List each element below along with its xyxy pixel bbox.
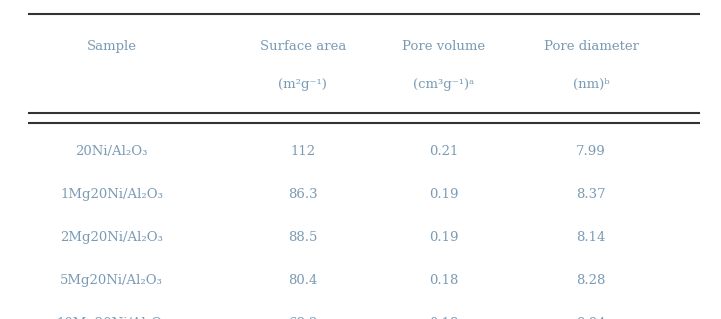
Text: 0.18: 0.18 <box>429 317 458 319</box>
Text: Surface area: Surface area <box>260 40 346 53</box>
Text: (nm)ᵇ: (nm)ᵇ <box>573 78 609 91</box>
Text: 9.94: 9.94 <box>576 317 606 319</box>
Text: 112: 112 <box>291 145 315 158</box>
Text: 8.28: 8.28 <box>577 274 606 287</box>
Text: 10Mg20Ni/Al₂O₃: 10Mg20Ni/Al₂O₃ <box>56 317 167 319</box>
Text: 0.21: 0.21 <box>429 145 458 158</box>
Text: Pore volume: Pore volume <box>402 40 485 53</box>
Text: 5Mg20Ni/Al₂O₃: 5Mg20Ni/Al₂O₃ <box>61 274 163 287</box>
Text: 0.19: 0.19 <box>429 188 458 201</box>
Text: 8.37: 8.37 <box>576 188 606 201</box>
Text: Pore diameter: Pore diameter <box>544 40 639 53</box>
Text: 0.18: 0.18 <box>429 274 458 287</box>
Text: (m²g⁻¹): (m²g⁻¹) <box>278 78 327 91</box>
Text: 2Mg20Ni/Al₂O₃: 2Mg20Ni/Al₂O₃ <box>61 231 163 244</box>
Text: 20Ni/Al₂O₃: 20Ni/Al₂O₃ <box>76 145 148 158</box>
Text: 68.2: 68.2 <box>288 317 317 319</box>
Text: 8.14: 8.14 <box>577 231 606 244</box>
Text: 80.4: 80.4 <box>288 274 317 287</box>
Text: 7.99: 7.99 <box>576 145 606 158</box>
Text: 1Mg20Ni/Al₂O₃: 1Mg20Ni/Al₂O₃ <box>61 188 163 201</box>
Text: 86.3: 86.3 <box>288 188 318 201</box>
Text: 0.19: 0.19 <box>429 231 458 244</box>
Text: Sample: Sample <box>87 40 137 53</box>
Text: 88.5: 88.5 <box>288 231 317 244</box>
Text: (cm³g⁻¹)ᵃ: (cm³g⁻¹)ᵃ <box>413 78 474 91</box>
